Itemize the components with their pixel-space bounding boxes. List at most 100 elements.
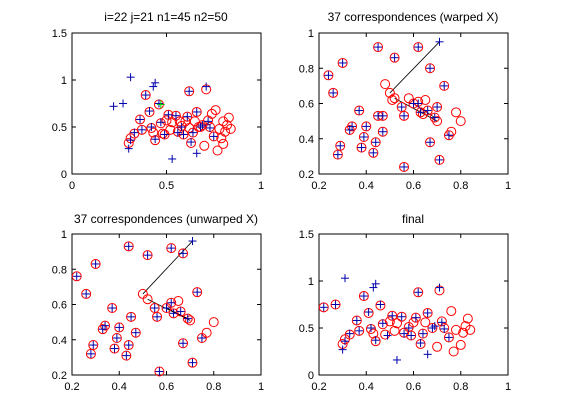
panel-4-plus-point	[355, 326, 364, 335]
panel-2-y-tick-label: 0.6	[299, 99, 314, 111]
panel-4-plus-point	[440, 324, 449, 333]
panel-4-plus-point	[411, 313, 420, 322]
panel-1-plus-point	[205, 123, 214, 132]
panel-4-circle-point	[455, 339, 466, 350]
panel-4-x-tick-label: 0.6	[406, 381, 421, 393]
panel-4-circle-point	[330, 299, 341, 310]
panel-3-plus-point	[131, 328, 140, 337]
panel-1-x-tick-label: 0.5	[159, 180, 174, 192]
panel-3-x-tick-label: 0.8	[206, 381, 221, 393]
panel-2-circle-point	[337, 57, 348, 68]
panel-4-x-tick-label: 1	[505, 381, 511, 393]
panel-4-plus-point	[331, 300, 340, 309]
panel-1-circle-point	[199, 140, 210, 151]
panel-4-title: final	[402, 212, 424, 226]
panel-1-plus-point	[198, 121, 207, 130]
panel-2-plus-point	[416, 108, 425, 117]
panel-3-plus-point	[72, 272, 81, 281]
panel-2-circle-point	[432, 116, 443, 127]
panel-2-circle-point	[399, 161, 410, 172]
panel-3-x-tick-label: 0.6	[159, 381, 174, 393]
panel-3-circle-point	[111, 332, 122, 343]
panel-3-plus-point	[112, 333, 121, 342]
panel-3-plus-point	[124, 242, 133, 251]
panel-4-plus-point	[378, 319, 387, 328]
panel-3-circle-point	[166, 297, 177, 308]
panel-3-circle-point	[173, 295, 184, 306]
panel-1-plus-point	[188, 128, 197, 137]
panel-1-plus-point	[147, 123, 156, 131]
panel-1-circle-point	[218, 116, 229, 127]
panel-1-title: i=22 j=21 n1=45 n2=50	[104, 10, 228, 24]
panel-3-plus-point	[124, 341, 133, 350]
panel-3-plus-point	[179, 249, 188, 258]
panel-3-plus-point	[197, 333, 206, 342]
panel-1-circle-point	[178, 129, 189, 140]
panel-3-circle-point	[142, 294, 153, 305]
panel-1-plus-point	[151, 78, 160, 87]
panel-4-circle-point	[427, 323, 438, 333]
panel-4-plus-point	[371, 279, 380, 288]
panel-1-plus-point	[177, 123, 186, 131]
panel-3-circle-point	[109, 343, 120, 354]
panel-3-plus-point	[89, 341, 98, 350]
panel-2-circle-point	[422, 105, 433, 116]
panel-3-circle-point	[166, 243, 177, 254]
panel-3-plus-point	[167, 298, 176, 307]
panel-3-y-tick-label: 0.2	[52, 370, 67, 382]
panel-1-plus-point	[151, 135, 160, 144]
panel-1-plus-point	[119, 99, 128, 108]
panel-3-plus-point	[183, 314, 192, 323]
panel-2: 37 correspondences (warped X) 0.2 0.4 0.6 0…	[299, 10, 511, 192]
panel-4-plus-point	[340, 337, 349, 346]
panel-2-plus-point	[369, 148, 378, 157]
panel-1-plus-point	[145, 107, 154, 116]
panel-1-circle-point	[206, 108, 217, 119]
panel-1-plus-point	[130, 128, 139, 137]
panel-2-circle-point	[328, 87, 339, 98]
panel-1-circle-point	[225, 123, 236, 134]
panel-2-circle-point	[373, 42, 384, 53]
panel-1-plus-point	[126, 136, 135, 145]
panel-3-circle-point	[107, 303, 118, 314]
panel-4-plus-point	[437, 318, 446, 327]
panel-2-plus-point	[338, 58, 347, 67]
panel-3-circle-point	[201, 327, 212, 338]
panel-2-circle-point	[434, 154, 445, 165]
panel-3-plus-point	[143, 251, 152, 260]
panel-4-plus-point	[430, 322, 439, 331]
panel-2-plus-point	[400, 162, 409, 171]
panel-4-plus-point	[392, 355, 401, 364]
panel-1-plus-point	[126, 73, 135, 82]
panel-4-plus-point	[414, 288, 423, 297]
panel-3-circle-point	[100, 320, 111, 331]
panel-2-circle-point	[370, 137, 381, 148]
panel-1-circle-point	[170, 110, 181, 121]
panel-2-plus-point	[423, 106, 432, 115]
panel-1-y-tick-label: 0	[61, 169, 67, 181]
panel-3-x-tick-label: 1	[258, 381, 264, 393]
panel-1-circle-point	[191, 106, 202, 117]
panel-3-y-tick-label: 0.8	[52, 264, 67, 276]
panel-4-x-tick-label: 0.8	[453, 381, 468, 393]
panel-3-circle-point	[187, 357, 198, 368]
panel-2-circle-point	[389, 52, 400, 63]
panel-2-plus-point	[426, 138, 435, 147]
panel-2-circle-point	[429, 112, 440, 123]
panel-1-plus-point	[168, 154, 177, 163]
panel-4-x-tick-label: 0.4	[359, 381, 374, 393]
panel-3-plus-point	[176, 307, 185, 316]
panel-3-title: 37 correspondences (unwarped X)	[74, 212, 258, 226]
panel-4-circle-point	[458, 327, 469, 338]
panel-1-plus-point	[187, 138, 196, 147]
panel-2-plus-point	[433, 103, 442, 112]
panel-4: final 0.2 0.4 0.6 0.8 1 0 0.5 1 1.5	[299, 212, 511, 393]
panel-3-circle-point	[182, 313, 193, 324]
panel-3-circle-point	[123, 241, 134, 252]
panel-4-y-tick-label: 0.5	[299, 323, 314, 335]
panel-2-plus-point	[357, 143, 366, 152]
panel-4-circle-point	[396, 311, 407, 322]
panel-2-circle-point	[451, 107, 462, 118]
panel-1-plus-point	[209, 132, 218, 141]
panel-4-plot-area	[318, 233, 509, 376]
